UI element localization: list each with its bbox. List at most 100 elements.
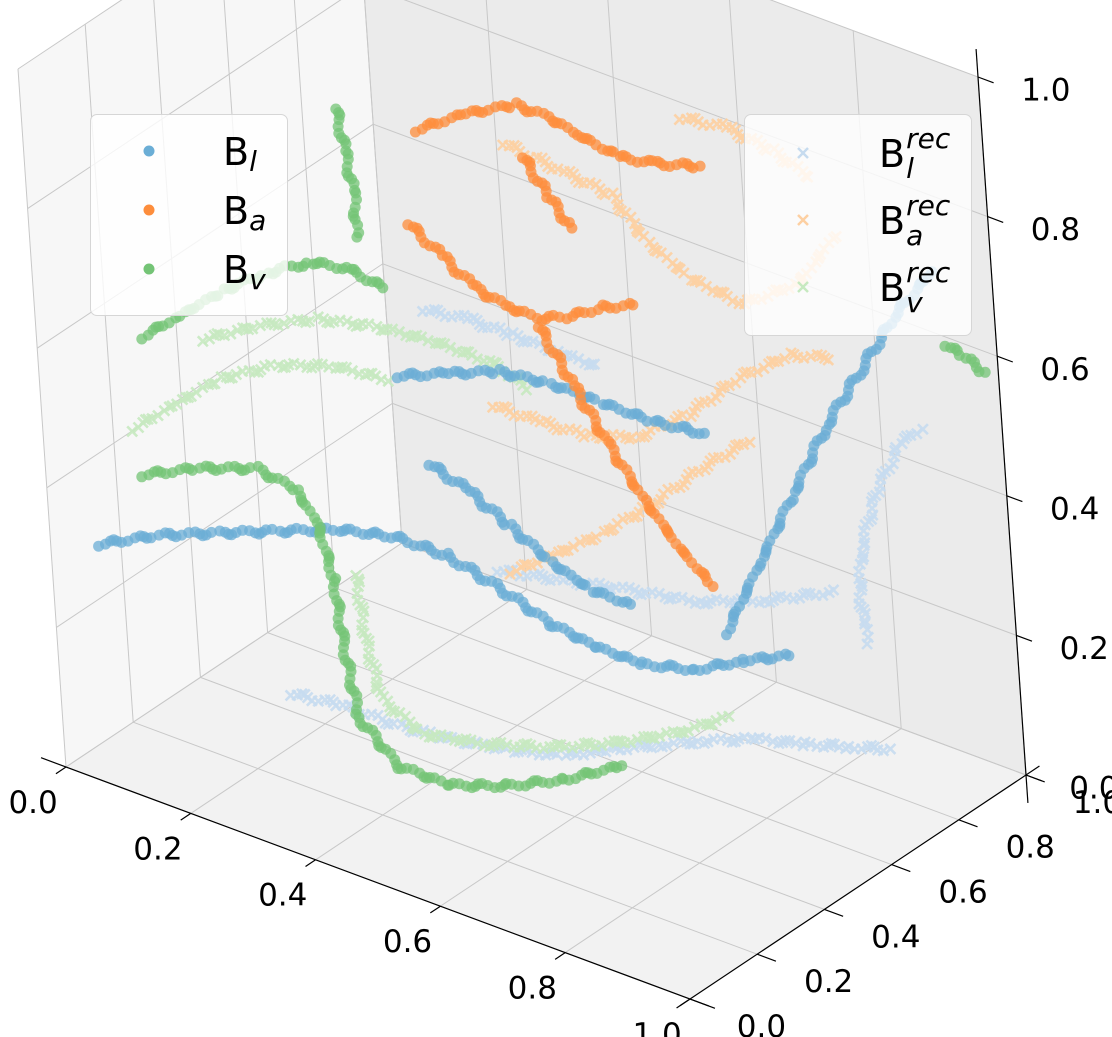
point-Bl_rec (428, 303, 441, 316)
x-tick-label: 0.4 (258, 878, 307, 914)
y-tick-label: 0.4 (871, 919, 920, 955)
point-Bv_rec (438, 337, 451, 350)
point-Bl_rec (295, 687, 308, 700)
grid-line (364, 0, 403, 544)
x-tick-mark (180, 812, 192, 821)
legend-entry: Ba (91, 182, 287, 242)
point-Bl_rec (779, 734, 792, 747)
y-tick-mark (891, 864, 911, 873)
point-Bv_rec (196, 381, 209, 394)
x-tick-mark (679, 998, 691, 1007)
point-Bv (616, 760, 628, 772)
point-Ba_rec (676, 408, 689, 421)
grid-line (769, 0, 979, 78)
legend-x-marker (797, 147, 809, 159)
point-Bv_rec (316, 358, 329, 371)
point-Bv_rec (471, 353, 484, 366)
legend-entry: Bl (91, 123, 287, 183)
grid-line (46, 263, 384, 489)
point-Bl_rec (698, 598, 711, 610)
x-axis-line (40, 757, 716, 1009)
point-Ba_rec (520, 559, 533, 571)
point-Bv_rec (393, 325, 406, 338)
point-Ba_rec (700, 280, 713, 293)
point-Bl_rec (827, 583, 840, 596)
point-Ba (694, 160, 706, 172)
y-tick-label: 0.8 (1006, 830, 1055, 866)
y-tick-label: 0.2 (804, 964, 853, 1000)
point-Bv_rec (710, 714, 723, 727)
point-Bl_rec (816, 589, 829, 602)
grid-line (564, 728, 902, 954)
point-Bl_rec (683, 594, 696, 607)
point-Bv_rec (336, 360, 349, 373)
point-Bl_rec (714, 732, 727, 745)
point-Bl (625, 598, 636, 610)
point-Bl_rec (804, 737, 817, 750)
point-Ba (707, 581, 719, 592)
point-Bv_rec (464, 734, 477, 747)
point-Bv_rec (490, 736, 503, 749)
grid-line (200, 676, 825, 910)
point-Bl_rec (759, 732, 772, 745)
x-tick-label: 1.0 (632, 1017, 681, 1037)
point-Bv_rec (350, 320, 363, 333)
point-Bv_rec (303, 315, 316, 328)
z-tick-mark (977, 76, 994, 84)
point-Bl_rec (884, 742, 897, 755)
point-Bl_rec (661, 739, 673, 752)
y-tick-label: 0.0 (737, 1009, 786, 1037)
point-Bl_rec (726, 736, 739, 749)
z-tick-label: 0.2 (1060, 631, 1109, 667)
grid-line (293, 0, 336, 588)
point-Bv_rec (393, 706, 406, 719)
legend-label: Ba (223, 189, 267, 237)
point-Ba_rec (558, 544, 571, 557)
point-Bv_rec (224, 327, 237, 340)
point-Bl_rec (641, 740, 654, 753)
point-Bl_rec (588, 358, 601, 371)
legend-entry: Bv (91, 241, 287, 301)
grid-line (392, 402, 1017, 636)
x-tick-mark (305, 859, 316, 868)
point-Ba_rec (607, 187, 619, 200)
z-axis-line (975, 49, 1029, 803)
point-Bl (783, 650, 795, 662)
legend-dot-marker (143, 204, 155, 216)
point-Bl_rec (653, 587, 666, 600)
legend-dot-marker (143, 145, 155, 157)
point-Bl (641, 415, 653, 427)
point-Bv_rec (223, 372, 236, 385)
grid-line (133, 721, 758, 955)
grid-line (27, 0, 342, 210)
point-Bv_rec (444, 341, 457, 354)
point-Bv_rec (415, 331, 428, 344)
y-tick-mark (689, 998, 709, 1007)
point-Bv_rec (142, 413, 154, 426)
y-tick-mark (958, 819, 978, 828)
point-Bv_rec (435, 336, 447, 349)
point-Bv_rec (126, 425, 139, 438)
point-Bv_rec (276, 361, 289, 374)
point-Ba_rec (710, 391, 723, 404)
point-Ba_rec (504, 568, 516, 581)
point-Bv_rec (688, 721, 701, 733)
z-tick-label: 0.4 (1050, 491, 1099, 527)
grid-line (17, 68, 67, 768)
point-Bl_rec (585, 358, 598, 371)
axis-lines (40, 49, 1045, 1009)
point-Ba_rec (723, 379, 736, 392)
point-Bv_rec (624, 736, 637, 749)
point-Bv_rec (196, 335, 209, 348)
point-Bl_rec (916, 423, 929, 436)
legend-original: Bl Ba Bv (90, 114, 288, 316)
point-Ba_rec (822, 353, 835, 366)
point-Bv_rec (520, 383, 533, 396)
point-Bv (377, 282, 389, 294)
